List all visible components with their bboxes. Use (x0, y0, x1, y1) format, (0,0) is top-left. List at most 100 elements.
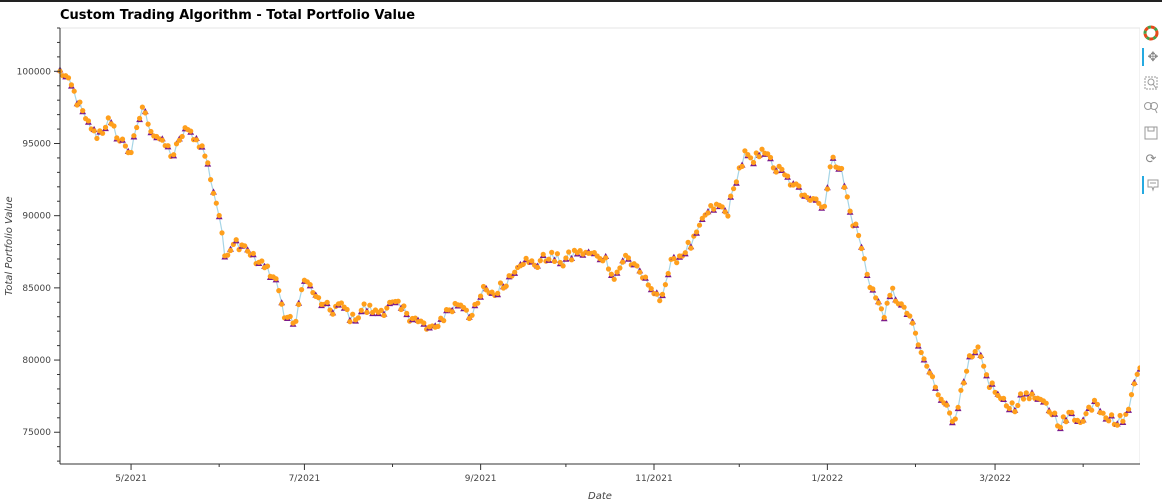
trade-circle-marker[interactable] (969, 354, 975, 360)
trade-circle-marker[interactable] (1109, 412, 1115, 418)
trade-circle-marker[interactable] (259, 258, 265, 264)
trade-circle-marker[interactable] (1063, 419, 1069, 425)
trade-circle-marker[interactable] (577, 248, 583, 254)
bokeh-logo-icon[interactable] (1142, 24, 1160, 42)
trade-circle-marker[interactable] (955, 404, 961, 410)
trade-circle-marker[interactable] (529, 258, 535, 264)
trade-circle-marker[interactable] (861, 256, 867, 262)
trade-circle-marker[interactable] (1023, 390, 1029, 396)
trade-circle-marker[interactable] (634, 263, 640, 269)
trade-circle-marker[interactable] (1043, 400, 1049, 406)
trade-circle-marker[interactable] (1123, 411, 1129, 417)
trade-circle-marker[interactable] (77, 99, 83, 105)
trade-circle-marker[interactable] (722, 209, 728, 215)
trade-circle-marker[interactable] (830, 154, 836, 160)
trade-circle-marker[interactable] (435, 323, 441, 329)
trade-circle-marker[interactable] (878, 306, 885, 312)
trade-circle-marker[interactable] (875, 300, 882, 306)
trade-circle-marker[interactable] (688, 245, 694, 251)
trade-circle-marker[interactable] (569, 257, 575, 263)
trade-circle-marker[interactable] (873, 295, 879, 301)
trade-circle-marker[interactable] (85, 118, 91, 124)
trade-circle-marker[interactable] (1080, 418, 1086, 424)
trade-circle-marker[interactable] (540, 251, 546, 257)
trade-circle-marker[interactable] (608, 271, 615, 277)
trade-circle-marker[interactable] (796, 183, 802, 189)
trade-circle-marker[interactable] (654, 291, 660, 297)
trade-circle-marker[interactable] (642, 274, 649, 280)
trade-circle-marker[interactable] (978, 354, 984, 360)
trade-circle-marker[interactable] (384, 305, 390, 311)
trade-circle-marker[interactable] (765, 151, 771, 157)
trade-circle-marker[interactable] (398, 306, 404, 313)
trade-circle-marker[interactable] (952, 416, 958, 422)
trade-circle-marker[interactable] (961, 380, 967, 386)
trade-circle-marker[interactable] (870, 286, 876, 292)
trade-circle-marker[interactable] (216, 212, 222, 219)
trade-circle-marker[interactable] (145, 121, 151, 127)
trade-circle-marker[interactable] (935, 392, 941, 398)
plot-area[interactable]: 75000 80000 85000 90000 95000 100000 5/2021 7/2… (0, 2, 1140, 502)
trade-circle-marker[interactable] (287, 313, 293, 320)
trade-circle-marker[interactable] (864, 271, 870, 277)
trade-circle-marker[interactable] (463, 307, 469, 313)
trade-circle-marker[interactable] (725, 213, 731, 219)
trade-circle-marker[interactable] (165, 143, 171, 149)
trade-circle-marker[interactable] (100, 130, 106, 136)
trade-circle-marker[interactable] (316, 295, 322, 301)
trade-circle-marker[interactable] (205, 160, 211, 166)
trade-circle-marker[interactable] (307, 282, 313, 288)
trade-circle-marker[interactable] (179, 133, 185, 140)
trade-circle-marker[interactable] (1009, 400, 1015, 406)
trade-circle-marker[interactable] (358, 307, 364, 313)
trade-circle-marker[interactable] (972, 348, 978, 355)
trade-circle-marker[interactable] (921, 356, 927, 362)
trade-circle-marker[interactable] (759, 146, 765, 152)
trade-circle-marker[interactable] (696, 222, 703, 228)
trade-circle-marker[interactable] (824, 186, 831, 192)
trade-circle-marker[interactable] (134, 124, 140, 131)
trade-circle-marker[interactable] (912, 330, 919, 336)
trade-circle-marker[interactable] (614, 269, 620, 275)
trade-circle-marker[interactable] (711, 206, 717, 212)
trade-circle-marker[interactable] (1083, 411, 1089, 417)
trade-circle-marker[interactable] (839, 165, 845, 172)
trade-circle-marker[interactable] (739, 163, 745, 169)
trade-circle-marker[interactable] (1117, 412, 1123, 419)
trade-circle-marker[interactable] (1001, 395, 1007, 401)
trade-circle-marker[interactable] (742, 148, 748, 154)
trade-circle-marker[interactable] (927, 370, 933, 376)
trade-circle-marker[interactable] (685, 239, 691, 245)
trade-circle-marker[interactable] (139, 104, 145, 110)
trade-circle-marker[interactable] (611, 276, 617, 282)
trade-circle-marker[interactable] (381, 312, 387, 318)
trade-circle-marker[interactable] (173, 141, 180, 147)
trade-circle-marker[interactable] (213, 200, 219, 206)
trade-circle-marker[interactable] (537, 258, 543, 264)
trade-circle-marker[interactable] (171, 152, 177, 158)
trade-circle-marker[interactable] (708, 203, 714, 209)
trade-circle-marker[interactable] (367, 302, 373, 308)
trade-circle-marker[interactable] (563, 255, 569, 261)
trade-circle-marker[interactable] (605, 266, 612, 272)
trade-circle-marker[interactable] (202, 153, 208, 159)
trade-circle-marker[interactable] (495, 290, 501, 296)
trade-circle-marker[interactable] (1137, 365, 1140, 371)
save-icon[interactable] (1142, 124, 1160, 142)
trade-circle-marker[interactable] (813, 196, 819, 202)
trade-circle-marker[interactable] (534, 264, 541, 270)
trade-circle-marker[interactable] (1018, 391, 1024, 397)
trade-circle-marker[interactable] (884, 300, 890, 306)
trade-circle-marker[interactable] (938, 396, 944, 402)
trade-circle-marker[interactable] (591, 250, 597, 256)
trade-circle-marker[interactable] (80, 108, 86, 114)
trade-circle-marker[interactable] (122, 143, 128, 149)
trade-circle-marker[interactable] (105, 115, 111, 121)
wheel-zoom-icon[interactable] (1142, 98, 1160, 116)
trade-circle-marker[interactable] (637, 269, 643, 275)
trade-circle-marker[interactable] (148, 128, 154, 135)
trade-circle-marker[interactable] (674, 260, 680, 266)
trade-circle-marker[interactable] (242, 243, 248, 249)
trade-circle-marker[interactable] (719, 204, 725, 210)
trade-circle-marker[interactable] (296, 301, 302, 308)
